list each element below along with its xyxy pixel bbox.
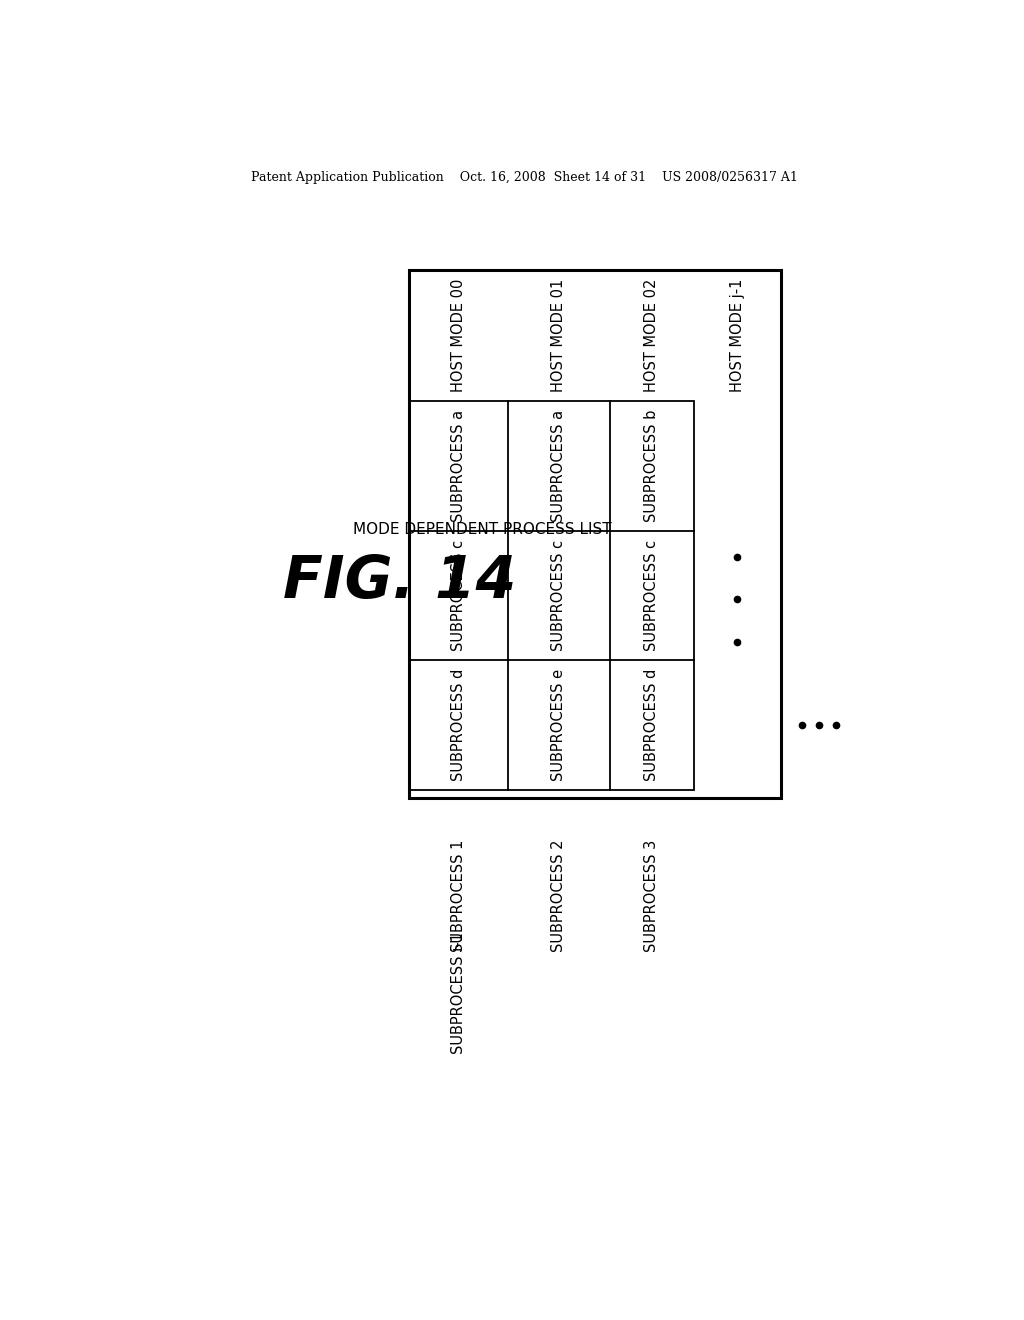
Text: SUBPROCESS 3: SUBPROCESS 3 [644, 840, 659, 952]
Text: Patent Application Publication    Oct. 16, 2008  Sheet 14 of 31    US 2008/02563: Patent Application Publication Oct. 16, … [251, 172, 799, 185]
Bar [409, 401, 693, 789]
Text: SUBPROCESS a: SUBPROCESS a [451, 409, 466, 521]
Text: SUBPROCESS 2: SUBPROCESS 2 [551, 840, 566, 952]
Text: SUBPROCESS d: SUBPROCESS d [451, 669, 466, 781]
Text: SUBPROCESS c: SUBPROCESS c [451, 540, 466, 651]
Text: FIG. 14: FIG. 14 [283, 553, 516, 610]
Text: MODE DEPENDENT PROCESS LIST: MODE DEPENDENT PROCESS LIST [352, 521, 611, 537]
Text: SUBPROCESS c: SUBPROCESS c [551, 540, 566, 651]
Text: SUBPROCESS b: SUBPROCESS b [644, 409, 659, 521]
Text: SUBPROCESS d: SUBPROCESS d [644, 669, 659, 781]
Bar [409, 271, 780, 797]
Text: HOST MODE 01: HOST MODE 01 [551, 279, 566, 392]
Text: SUBPROCESS i-1: SUBPROCESS i-1 [451, 932, 466, 1055]
Text: SUBPROCESS 1: SUBPROCESS 1 [451, 840, 466, 952]
Text: HOST MODE 00: HOST MODE 00 [451, 279, 466, 392]
Text: HOST MODE j-1: HOST MODE j-1 [730, 279, 744, 392]
Text: SUBPROCESS c: SUBPROCESS c [644, 540, 659, 651]
Text: SUBPROCESS a: SUBPROCESS a [551, 409, 566, 521]
Text: SUBPROCESS e: SUBPROCESS e [551, 669, 566, 781]
Text: HOST MODE 02: HOST MODE 02 [644, 279, 659, 392]
